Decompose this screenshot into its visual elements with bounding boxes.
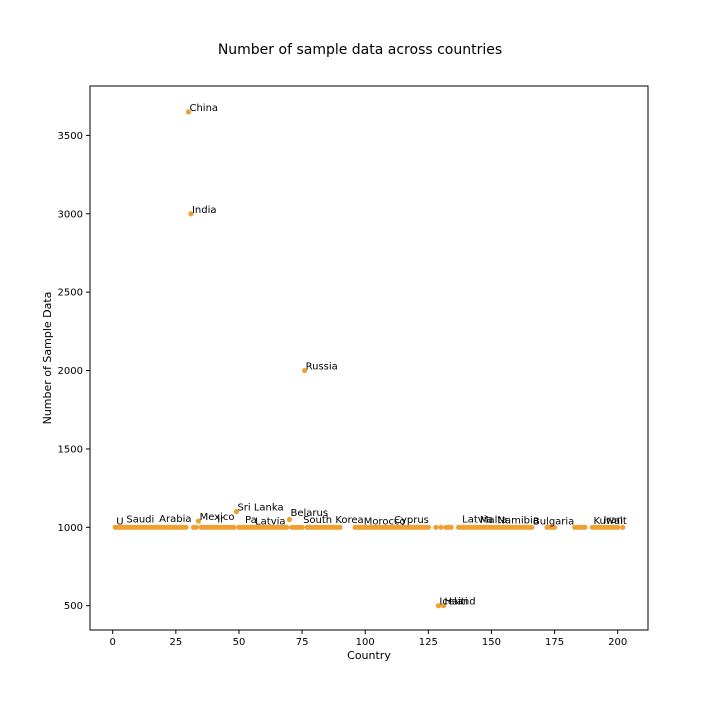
scatter-point xyxy=(529,524,535,530)
x-tick-label: 100 xyxy=(356,637,375,648)
x-tick-label: 175 xyxy=(545,637,564,648)
y-tick-label: 1500 xyxy=(58,444,83,455)
point-label: Arabia xyxy=(159,514,191,525)
point-label: Russia xyxy=(306,362,338,373)
y-tick-label: 3000 xyxy=(58,209,83,220)
scatter-point xyxy=(185,109,192,115)
data-labels: China India Russia Sri Lanka Belarus Mexico Ic… xyxy=(116,103,627,608)
point-label: China xyxy=(189,103,218,114)
chart-title: Number of sample data across countries xyxy=(218,42,502,58)
x-tick-label: 125 xyxy=(419,637,438,648)
point-label: Iran xyxy=(604,515,624,526)
point-label: Cyprus xyxy=(394,515,429,526)
x-tick-label: 150 xyxy=(482,637,501,648)
y-tick-label: 2000 xyxy=(58,366,83,377)
x-axis: 0 25 50 75 100 125 150 175 200 xyxy=(110,630,627,648)
scatter-point xyxy=(551,524,558,530)
scatter-point xyxy=(337,524,343,530)
plot-area-frame xyxy=(89,85,649,631)
point-label: Saudi xyxy=(126,514,154,525)
point-label: Malta xyxy=(480,515,508,526)
scatter-point xyxy=(448,524,454,530)
data-points xyxy=(112,109,626,609)
x-tick-label: 50 xyxy=(233,637,246,648)
point-label: Morocco xyxy=(364,517,406,528)
scatter-point xyxy=(440,603,447,609)
scatter-point xyxy=(193,524,199,530)
point-label: Belarus xyxy=(290,508,328,519)
scatter-point xyxy=(620,524,626,530)
y-axis-label: Number of Sample Data xyxy=(41,292,54,425)
y-tick-label: 2500 xyxy=(58,288,83,299)
point-label: South Korea xyxy=(303,515,364,526)
scatter-point xyxy=(425,524,431,530)
y-tick-label: 3500 xyxy=(58,131,83,142)
point-label: Pa xyxy=(245,515,257,526)
scatter-point xyxy=(435,603,442,609)
point-label: Bulgaria xyxy=(533,516,574,527)
point-label: Kuwait xyxy=(593,516,626,527)
scatter-point xyxy=(183,524,189,530)
x-tick-label: 0 xyxy=(110,637,116,648)
scatter-point xyxy=(284,524,290,530)
point-label: Sri Lanka xyxy=(237,503,283,514)
point-label: Latvia xyxy=(462,514,492,525)
point-label: Latvia xyxy=(255,516,285,527)
point-label: India xyxy=(192,205,217,216)
scatter-point xyxy=(195,518,202,524)
scatter-point xyxy=(433,524,439,530)
point-label: U xyxy=(116,517,123,528)
scatter-point xyxy=(582,524,588,530)
scatter-point xyxy=(231,524,237,530)
point-label: Ir xyxy=(217,514,225,525)
x-tick-label: 200 xyxy=(608,637,627,648)
scatter-point xyxy=(302,367,308,374)
x-axis-label: Country xyxy=(347,649,391,662)
scatter-point xyxy=(233,509,240,515)
point-label: Mexico xyxy=(200,512,235,523)
y-tick-label: 1000 xyxy=(58,523,83,534)
x-tick-label: 25 xyxy=(169,637,182,648)
point-label: Haiti xyxy=(444,597,467,608)
scatter-point xyxy=(615,524,621,530)
x-tick-label: 75 xyxy=(296,637,309,648)
y-axis: 500 1000 1500 2000 2500 3000 3500 xyxy=(58,131,90,612)
scatter-point xyxy=(438,524,444,530)
scatter-point xyxy=(286,516,293,523)
scatter-point xyxy=(299,524,305,530)
point-label: Namibia xyxy=(498,515,539,526)
scatter-point xyxy=(188,211,194,217)
y-tick-label: 500 xyxy=(64,601,83,612)
point-label: Iceland xyxy=(439,597,475,608)
